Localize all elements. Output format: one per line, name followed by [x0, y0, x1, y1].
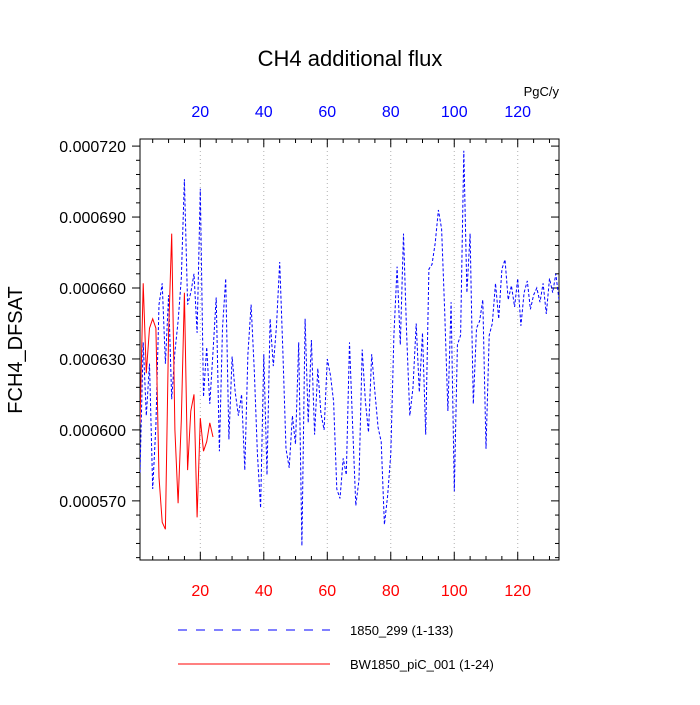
y-tick-label: 0.000660	[59, 281, 126, 298]
x-tick-label-bottom: 100	[441, 583, 468, 600]
x-tick-label-top: 20	[191, 104, 209, 121]
x-tick-label-top: 60	[318, 104, 336, 121]
x-tick-label-top: 100	[441, 104, 468, 121]
legend-label: 1850_299 (1-133)	[350, 623, 453, 638]
y-tick-label: 0.000630	[59, 352, 126, 369]
top-axis-units: PgC/y	[524, 84, 560, 99]
series-line-1850-299	[140, 150, 559, 546]
y-tick-label: 0.000720	[59, 139, 126, 156]
series-line-bw1850-pic-001	[140, 233, 214, 530]
y-tick-label: 0.000570	[59, 494, 126, 511]
x-tick-label-bottom: 60	[318, 583, 336, 600]
x-tick-label-bottom: 120	[504, 583, 531, 600]
y-axis-label: FCH4_DFSAT	[5, 286, 27, 413]
x-tick-label-top: 80	[382, 104, 400, 121]
x-tick-label-bottom: 80	[382, 583, 400, 600]
legend-label: BW1850_piC_001 (1-24)	[350, 657, 494, 672]
y-tick-label: 0.000690	[59, 210, 126, 227]
x-tick-label-top: 120	[504, 104, 531, 121]
y-tick-label: 0.000600	[59, 423, 126, 440]
x-tick-label-top: 40	[255, 104, 273, 121]
chart-title: CH4 additional flux	[258, 46, 443, 71]
plot-frame	[139, 138, 560, 561]
x-tick-label-bottom: 40	[255, 583, 273, 600]
x-tick-label-bottom: 20	[191, 583, 209, 600]
